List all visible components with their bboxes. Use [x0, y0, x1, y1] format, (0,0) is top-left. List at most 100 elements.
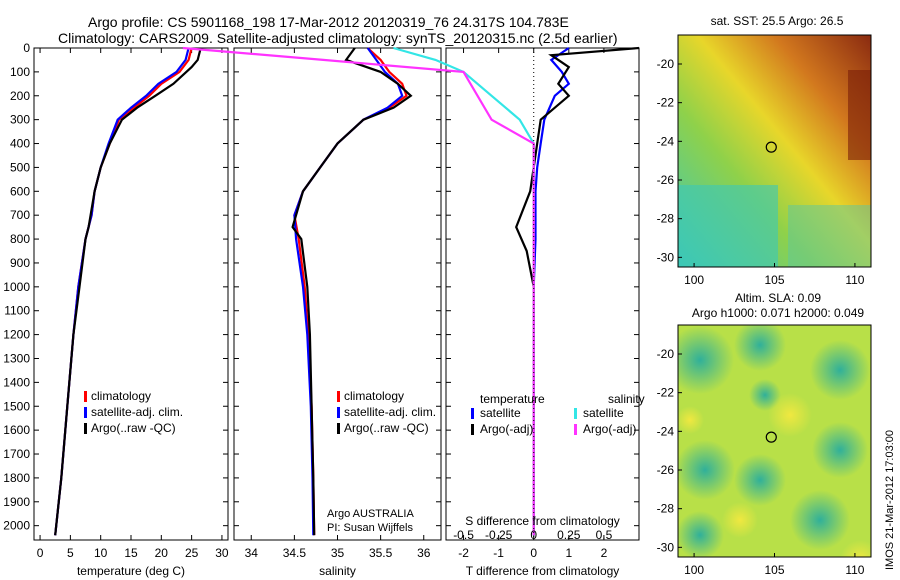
legend-swatch	[337, 407, 340, 418]
y-tick-label: 0	[23, 41, 30, 55]
map-x-tick-label: 100	[684, 563, 704, 577]
y-tick-label: 1200	[3, 328, 30, 342]
map-y-tick-label: -22	[657, 96, 675, 110]
plot-frame-2	[445, 47, 640, 541]
annotation-text: PI: Susan Wijffels	[327, 522, 413, 534]
sst-cool-patch	[788, 205, 871, 267]
top-tick-label: -0.5	[453, 528, 474, 542]
x-tick-label: 10	[94, 546, 108, 560]
y-tick-label: 300	[10, 113, 30, 127]
y-tick-label: 500	[10, 160, 30, 174]
legend-swatch	[471, 408, 474, 419]
y-tick-label: 1600	[3, 423, 30, 437]
series-line-argo---raw--qc-	[291, 47, 413, 536]
y-tick-label: 2000	[3, 519, 30, 533]
map-y-tick-label: -28	[657, 502, 675, 516]
top-tick-label: 0.25	[557, 528, 581, 542]
header-line-1: Argo profile: CS 5901168_198 17-Mar-2012…	[88, 14, 569, 30]
map-x-tick-label: 110	[845, 273, 864, 287]
sla-high-blob	[840, 540, 871, 557]
y-tick-label: 1000	[3, 280, 30, 294]
legend-label: Argo(..raw -QC)	[344, 421, 429, 435]
x-tick-label: 1	[565, 546, 572, 560]
x-tick-label: 0	[530, 546, 537, 560]
x-axis-label: salinity	[319, 564, 356, 578]
map-title-sst: sat. SST: 25.5 Argo: 26.5	[711, 14, 844, 28]
legend-label: satellite	[480, 406, 521, 420]
x-tick-label: 2	[601, 546, 608, 560]
y-tick-label: 600	[10, 184, 30, 198]
y-tick-label: 900	[10, 256, 30, 270]
sst-warm-patch	[848, 70, 871, 160]
map-x-tick-label: 105	[764, 563, 784, 577]
sla-low-blob	[678, 440, 735, 500]
legend-swatch	[84, 423, 87, 434]
series-line-satellite	[532, 47, 571, 536]
sla-low-blob	[790, 490, 850, 550]
x-tick-label: -1	[493, 546, 504, 560]
top-axis-label: S difference from climatology	[465, 514, 620, 528]
map-y-tick-label: -20	[657, 347, 675, 361]
map-y-tick-label: -24	[657, 134, 675, 148]
x-tick-label: 5	[67, 546, 74, 560]
legend-swatch	[574, 408, 577, 419]
sla-low-blob	[734, 454, 786, 506]
y-tick-label: 800	[10, 232, 30, 246]
x-tick-label: 30	[215, 546, 229, 560]
legend-label: satellite	[583, 406, 624, 420]
x-tick-label: 35.5	[369, 546, 393, 560]
legend-swatch	[84, 391, 87, 402]
series-line-argo---raw--qc-	[54, 47, 202, 536]
map-x-tick-label: 105	[764, 273, 784, 287]
map-y-tick-label: -30	[657, 250, 675, 264]
y-tick-label: 1700	[3, 447, 30, 461]
map-x-tick-label: 100	[684, 273, 704, 287]
map-x-tick-label: 110	[845, 563, 864, 577]
map-title-sla: Altim. SLA: 0.09	[735, 291, 821, 305]
sst-cool-patch	[678, 185, 778, 267]
sla-low-blob	[678, 511, 724, 557]
x-tick-label: 36	[417, 546, 431, 560]
x-tick-label: -2	[458, 546, 469, 560]
legend-swatch	[574, 424, 577, 435]
x-tick-label: 20	[155, 546, 169, 560]
map-y-tick-label: -24	[657, 424, 675, 438]
annotation-text: Argo AUSTRALIA	[327, 508, 414, 520]
y-tick-label: 1500	[3, 399, 30, 413]
argo-location-marker	[765, 431, 777, 443]
imos-stamp: IMOS 21-Mar-2012 17:03:00	[884, 430, 896, 570]
map-y-tick-label: -26	[657, 463, 675, 477]
sla-high-blob	[678, 406, 704, 434]
legend-label: climatology	[91, 389, 151, 403]
y-tick-label: 1100	[4, 304, 30, 318]
y-tick-label: 1800	[3, 471, 30, 485]
sla-high-blob	[722, 502, 758, 538]
top-tick-label: 0	[530, 528, 537, 542]
header-line-2: Climatology: CARS2009. Satellite-adjuste…	[58, 30, 618, 46]
series-line-satellite	[393, 46, 535, 536]
y-tick-label: 1900	[3, 495, 30, 509]
map-y-tick-label: -28	[657, 212, 675, 226]
x-tick-label: 25	[185, 546, 199, 560]
legend-label: Argo(-adj)	[583, 422, 636, 436]
x-tick-label: 34	[245, 546, 259, 560]
map-y-tick-label: -26	[657, 173, 675, 187]
y-tick-label: 200	[10, 89, 30, 103]
legend-label: climatology	[344, 389, 404, 403]
map-area-1	[678, 325, 871, 557]
argo-location-marker	[765, 141, 777, 153]
x-tick-label: 34.5	[283, 546, 307, 560]
y-tick-label: 1300	[3, 351, 30, 365]
x-tick-label: 35	[331, 546, 345, 560]
legend-swatch	[337, 423, 340, 434]
map-area-0	[678, 35, 871, 267]
legend-swatch	[337, 391, 340, 402]
top-tick-label: -0.25	[485, 528, 513, 542]
map-y-tick-label: -30	[657, 540, 675, 554]
y-tick-label: 100	[10, 65, 30, 79]
legend-group-salinity: salinity	[608, 392, 645, 406]
series-line-satellite-adj--clim-	[293, 47, 404, 536]
x-tick-label: 0	[37, 546, 44, 560]
top-tick-label: 0.5	[596, 528, 613, 542]
